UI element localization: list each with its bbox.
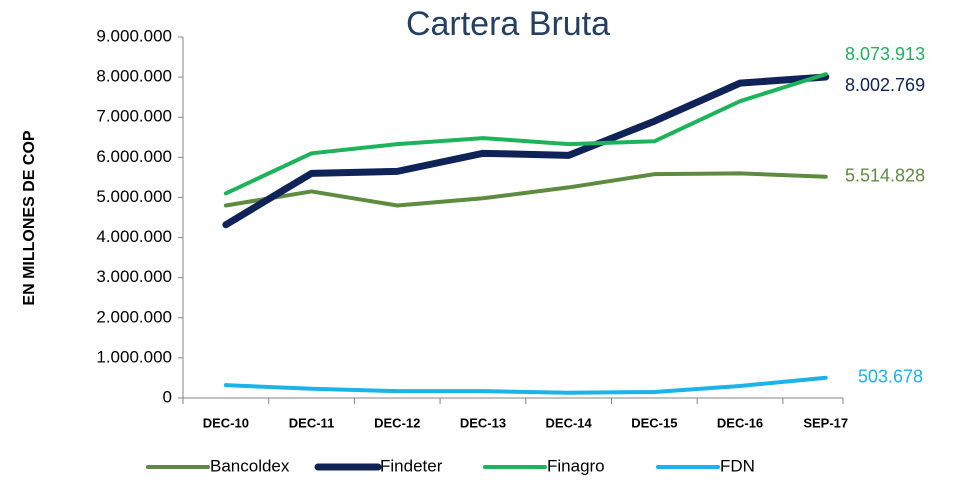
data-label: 8.073.913 <box>845 44 925 64</box>
x-tick-label: DEC-16 <box>717 415 763 430</box>
y-tick-label: 1.000.000 <box>96 347 172 366</box>
data-label: 503.678 <box>858 367 923 387</box>
series-line <box>223 72 828 196</box>
y-axis-label: EN MILLONES DE COP <box>21 130 38 305</box>
chart-title: Cartera Bruta <box>406 5 610 43</box>
legend-label: FDN <box>720 456 755 475</box>
series-line <box>222 73 830 229</box>
series-line <box>223 375 828 395</box>
legend-label: Findeter <box>380 456 443 475</box>
x-tick-label: DEC-11 <box>289 415 335 430</box>
legend-label: Finagro <box>547 456 605 475</box>
x-tick-label: DEC-15 <box>631 415 677 430</box>
x-tick-label: DEC-14 <box>546 415 593 430</box>
x-tick-label: DEC-13 <box>460 415 506 430</box>
y-tick-label: 0 <box>163 387 172 406</box>
series-line <box>223 171 828 208</box>
y-tick-label: 6.000.000 <box>96 147 172 166</box>
data-label: 5.514.828 <box>845 166 925 186</box>
x-tick-label: SEP-17 <box>803 415 848 430</box>
y-tick-label: 7.000.000 <box>96 107 172 126</box>
y-tick-label: 5.000.000 <box>96 187 172 206</box>
x-tick-label: DEC-10 <box>203 415 249 430</box>
y-tick-label: 4.000.000 <box>96 227 172 246</box>
y-tick-label: 9.000.000 <box>96 26 172 45</box>
y-tick-label: 2.000.000 <box>96 307 172 326</box>
y-tick-label: 3.000.000 <box>96 267 172 286</box>
x-tick-label: DEC-12 <box>374 415 420 430</box>
data-label: 8.002.769 <box>845 75 925 95</box>
y-tick-label: 8.000.000 <box>96 67 172 86</box>
legend-label: Bancoldex <box>210 456 290 475</box>
